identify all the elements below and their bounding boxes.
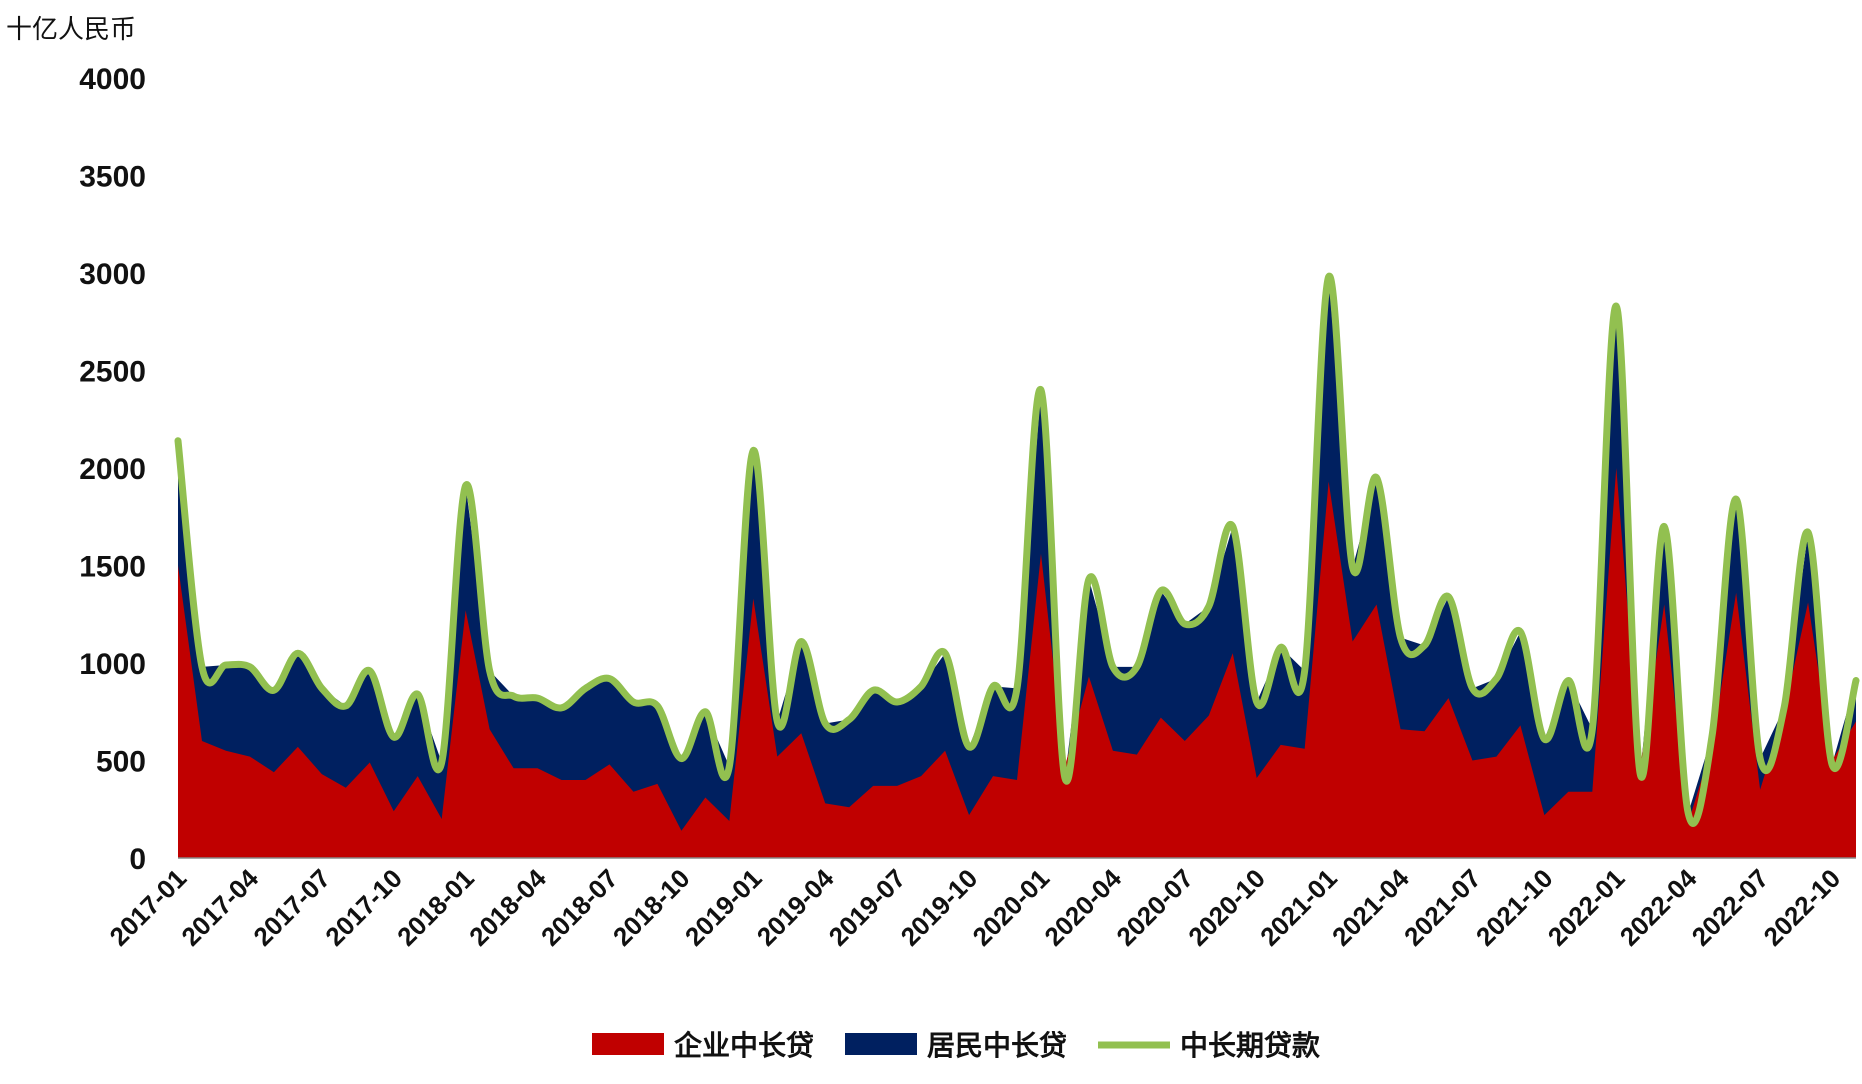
legend-label: 中长期贷款 (1180, 1029, 1321, 1062)
unit-label: 十亿人民币 (6, 15, 136, 45)
x-tick-label: 2022-01 (1542, 863, 1631, 952)
x-tick-label: 2017-07 (247, 863, 336, 952)
x-tick-label: 2020-07 (1110, 863, 1199, 952)
x-tick-label: 2020-10 (1182, 863, 1271, 952)
x-tick-label: 2020-04 (1038, 863, 1127, 952)
legend-label: 居民中长贷 (927, 1029, 1067, 1062)
y-axis-ticks: 0 500 1000 1500 2000 2500 3000 3500 4000 (79, 63, 146, 876)
x-tick-label: 2021-04 (1326, 863, 1415, 952)
y-tick-label: 1000 (79, 648, 146, 681)
x-tick-label: 2022-07 (1686, 863, 1775, 952)
x-tick-label: 2020-01 (967, 863, 1056, 952)
y-tick-label: 1500 (79, 551, 146, 584)
x-tick-label: 2021-07 (1398, 863, 1487, 952)
legend: 企业中长贷 居民中长贷 中长期贷款 (592, 1029, 1321, 1062)
x-tick-label: 2018-04 (463, 863, 552, 952)
y-tick-label: 3000 (79, 258, 146, 291)
x-tick-label: 2018-01 (391, 863, 480, 952)
x-axis-ticks: 2017-012017-042017-072017-102018-012018-… (104, 863, 1847, 952)
x-tick-label: 2022-10 (1758, 863, 1847, 952)
legend-swatch (845, 1033, 917, 1055)
y-tick-label: 3500 (79, 161, 146, 194)
y-tick-label: 2500 (79, 356, 146, 389)
x-tick-label: 2019-01 (679, 863, 768, 952)
x-tick-label: 2021-01 (1254, 863, 1343, 952)
y-tick-label: 0 (129, 843, 146, 876)
x-tick-label: 2019-07 (823, 863, 912, 952)
x-tick-label: 2021-10 (1470, 863, 1559, 952)
legend-label: 企业中长贷 (674, 1029, 814, 1062)
corporate-long-term-loan-area (178, 468, 1856, 858)
x-tick-label: 2017-04 (175, 863, 264, 952)
plot-areas (174, 273, 1860, 858)
household-long-term-loan-area (178, 276, 1856, 858)
total-long-term-loan-line (174, 273, 1860, 827)
x-tick-label: 2018-07 (535, 863, 624, 952)
x-tick-label: 2022-04 (1614, 863, 1703, 952)
x-tick-label: 2018-10 (607, 863, 696, 952)
y-tick-label: 4000 (79, 63, 146, 96)
x-tick-label: 2017-10 (319, 863, 408, 952)
x-tick-label: 2019-04 (751, 863, 840, 952)
x-tick-label: 2019-10 (895, 863, 984, 952)
y-tick-label: 2000 (79, 453, 146, 486)
legend-swatch (592, 1033, 664, 1055)
x-tick-label: 2017-01 (104, 863, 193, 952)
y-tick-label: 500 (96, 746, 146, 779)
